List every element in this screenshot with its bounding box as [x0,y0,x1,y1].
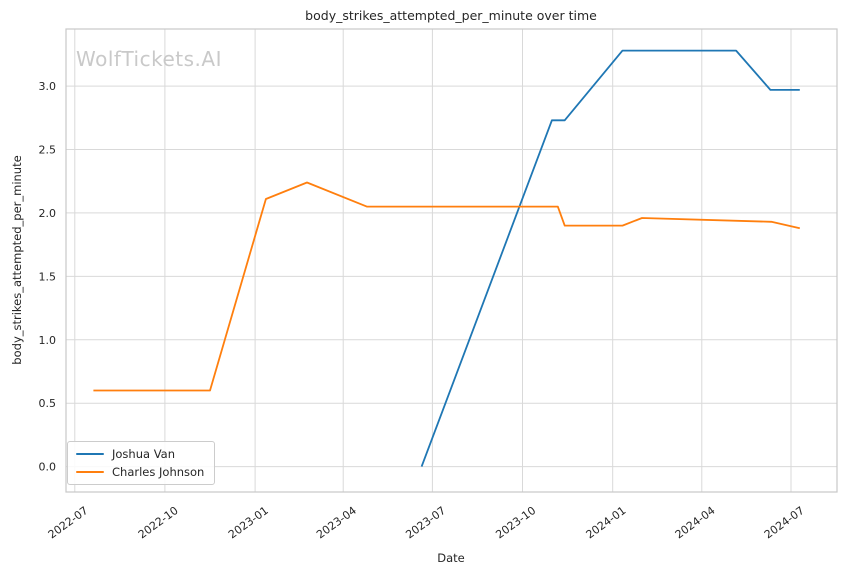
series-line [93,181,800,392]
y-tick-label: 2.0 [39,207,57,220]
x-tick-label: 2023-07 [403,504,448,542]
legend-item: Joshua Van [76,447,204,461]
x-tick-label: 2022-10 [136,504,181,542]
x-axis-label: Date [437,551,465,565]
x-tick-label: 2023-10 [493,504,538,542]
chart-title: body_strikes_attempted_per_minute over t… [305,8,597,23]
y-tick-label: 1.0 [39,334,57,347]
legend-line-swatch [76,470,104,474]
legend-line-swatch [76,452,104,456]
watermark-logo: WolfTickets.AI [76,47,222,71]
y-tick-label: 0.5 [39,397,57,410]
x-tick-label: 2024-07 [762,504,807,542]
y-tick-label: 2.5 [39,144,57,157]
x-tick-label: 2024-01 [584,504,629,542]
x-tick-label: 2023-01 [226,504,271,542]
legend-box: Joshua Van Charles Johnson [67,441,216,485]
x-tick-label: 2022-07 [46,504,91,542]
y-tick-label: 0.0 [39,461,57,474]
legend-label: Joshua Van [112,447,176,461]
y-tick-label: 1.5 [39,270,57,283]
plot-border [65,28,838,493]
x-tick-label: 2023-04 [314,504,359,542]
legend-label: Charles Johnson [112,465,205,479]
x-tick-label: 2024-04 [673,504,718,542]
y-axis-label: body_strikes_attempted_per_minute [10,155,24,365]
series-line [420,49,800,467]
y-tick-label: 3.0 [39,80,57,93]
legend-item: Charles Johnson [76,465,204,479]
